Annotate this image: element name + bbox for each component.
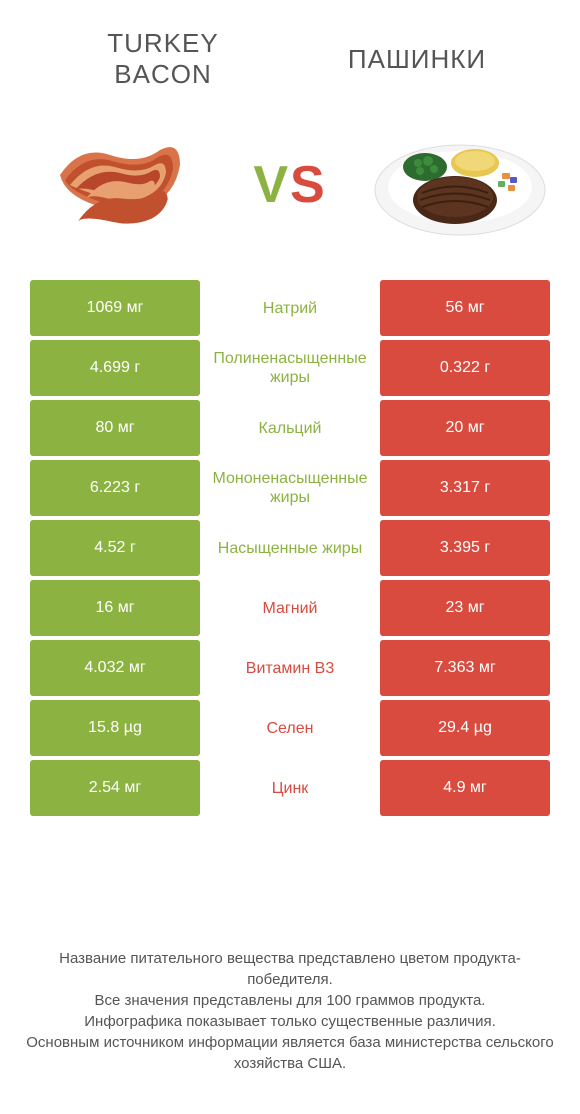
- table-row: 4.032 мгВитамин B37.363 мг: [30, 640, 550, 696]
- left-food-title: TURKEY BACON: [36, 28, 290, 90]
- left-value-cell: 4.699 г: [30, 340, 200, 396]
- right-food-title: ПАШИНКИ: [290, 44, 544, 75]
- nutrient-label: Натрий: [200, 280, 380, 336]
- table-row: 6.223 гМононенасыщенные жиры3.317 г: [30, 460, 550, 516]
- comparison-table: 1069 мгНатрий56 мг4.699 гПолиненасыщенны…: [30, 280, 550, 816]
- table-row: 2.54 мгЦинк4.9 мг: [30, 760, 550, 816]
- right-value-cell: 29.4 µg: [380, 700, 550, 756]
- vs-label: VS: [253, 155, 326, 215]
- right-value-cell: 23 мг: [380, 580, 550, 636]
- vs-s: S: [290, 156, 327, 214]
- footer-notes: Название питательного вещества представл…: [0, 948, 580, 1074]
- left-food-image: [30, 120, 210, 250]
- left-title-line2: BACON: [114, 59, 211, 89]
- left-title-line1: TURKEY: [107, 28, 218, 58]
- footer-line3: Инфографика показывает только существенн…: [20, 1011, 560, 1032]
- footer-line1: Название питательного вещества представл…: [20, 948, 560, 990]
- left-value-cell: 80 мг: [30, 400, 200, 456]
- right-food-image: [370, 120, 550, 250]
- right-value-cell: 56 мг: [380, 280, 550, 336]
- footer-line2: Все значения представлены для 100 граммо…: [20, 990, 560, 1011]
- table-row: 80 мгКальций20 мг: [30, 400, 550, 456]
- nutrient-label: Кальций: [200, 400, 380, 456]
- right-value-cell: 4.9 мг: [380, 760, 550, 816]
- steak-plate-icon: [370, 125, 550, 245]
- nutrient-label: Селен: [200, 700, 380, 756]
- left-value-cell: 4.032 мг: [30, 640, 200, 696]
- nutrient-label: Мононенасыщенные жиры: [200, 460, 380, 516]
- table-row: 16 мгМагний23 мг: [30, 580, 550, 636]
- left-value-cell: 15.8 µg: [30, 700, 200, 756]
- table-row: 4.52 гНасыщенные жиры3.395 г: [30, 520, 550, 576]
- nutrient-label: Цинк: [200, 760, 380, 816]
- right-value-cell: 3.395 г: [380, 520, 550, 576]
- left-value-cell: 16 мг: [30, 580, 200, 636]
- table-row: 1069 мгНатрий56 мг: [30, 280, 550, 336]
- right-value-cell: 20 мг: [380, 400, 550, 456]
- table-row: 4.699 гПолиненасыщенные жиры0.322 г: [30, 340, 550, 396]
- left-value-cell: 4.52 г: [30, 520, 200, 576]
- nutrient-label: Витамин B3: [200, 640, 380, 696]
- table-row: 15.8 µgСелен29.4 µg: [30, 700, 550, 756]
- vs-row: VS: [0, 110, 580, 280]
- left-value-cell: 6.223 г: [30, 460, 200, 516]
- bacon-icon: [35, 125, 205, 245]
- right-value-cell: 0.322 г: [380, 340, 550, 396]
- nutrient-label: Полиненасыщенные жиры: [200, 340, 380, 396]
- nutrient-label: Насыщенные жиры: [200, 520, 380, 576]
- vs-v: V: [253, 156, 290, 214]
- right-value-cell: 3.317 г: [380, 460, 550, 516]
- nutrient-label: Магний: [200, 580, 380, 636]
- left-value-cell: 1069 мг: [30, 280, 200, 336]
- left-value-cell: 2.54 мг: [30, 760, 200, 816]
- right-value-cell: 7.363 мг: [380, 640, 550, 696]
- footer-line4: Основным источником информации является …: [20, 1032, 560, 1074]
- header: TURKEY BACON ПАШИНКИ: [0, 0, 580, 110]
